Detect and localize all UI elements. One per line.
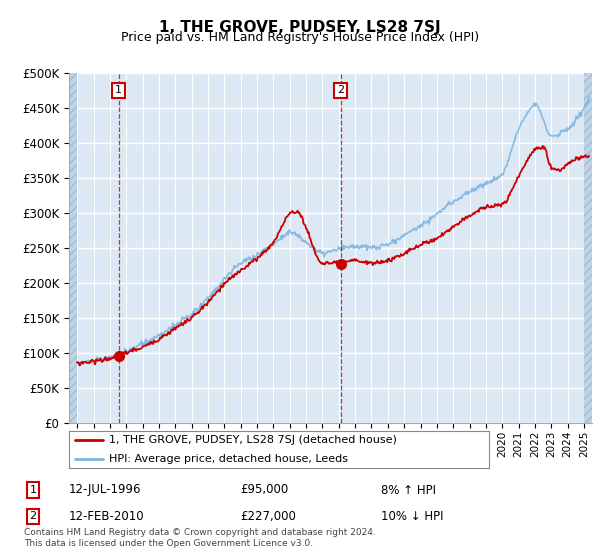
Text: £227,000: £227,000 — [240, 510, 296, 523]
Bar — [69, 73, 77, 423]
Text: 10% ↓ HPI: 10% ↓ HPI — [381, 510, 443, 523]
Text: Price paid vs. HM Land Registry's House Price Index (HPI): Price paid vs. HM Land Registry's House … — [121, 31, 479, 44]
Text: 8% ↑ HPI: 8% ↑ HPI — [381, 483, 436, 497]
Text: 12-FEB-2010: 12-FEB-2010 — [69, 510, 145, 523]
Text: Contains HM Land Registry data © Crown copyright and database right 2024.
This d: Contains HM Land Registry data © Crown c… — [24, 528, 376, 548]
Text: HPI: Average price, detached house, Leeds: HPI: Average price, detached house, Leed… — [109, 454, 348, 464]
Text: 2: 2 — [29, 511, 37, 521]
Text: 1, THE GROVE, PUDSEY, LS28 7SJ (detached house): 1, THE GROVE, PUDSEY, LS28 7SJ (detached… — [109, 435, 397, 445]
Bar — [584, 73, 592, 423]
Text: £95,000: £95,000 — [240, 483, 288, 497]
Text: 1: 1 — [29, 485, 37, 495]
Text: 12-JUL-1996: 12-JUL-1996 — [69, 483, 142, 497]
Text: 1: 1 — [115, 85, 122, 95]
Text: 2: 2 — [337, 85, 344, 95]
Text: 1, THE GROVE, PUDSEY, LS28 7SJ: 1, THE GROVE, PUDSEY, LS28 7SJ — [159, 20, 441, 35]
